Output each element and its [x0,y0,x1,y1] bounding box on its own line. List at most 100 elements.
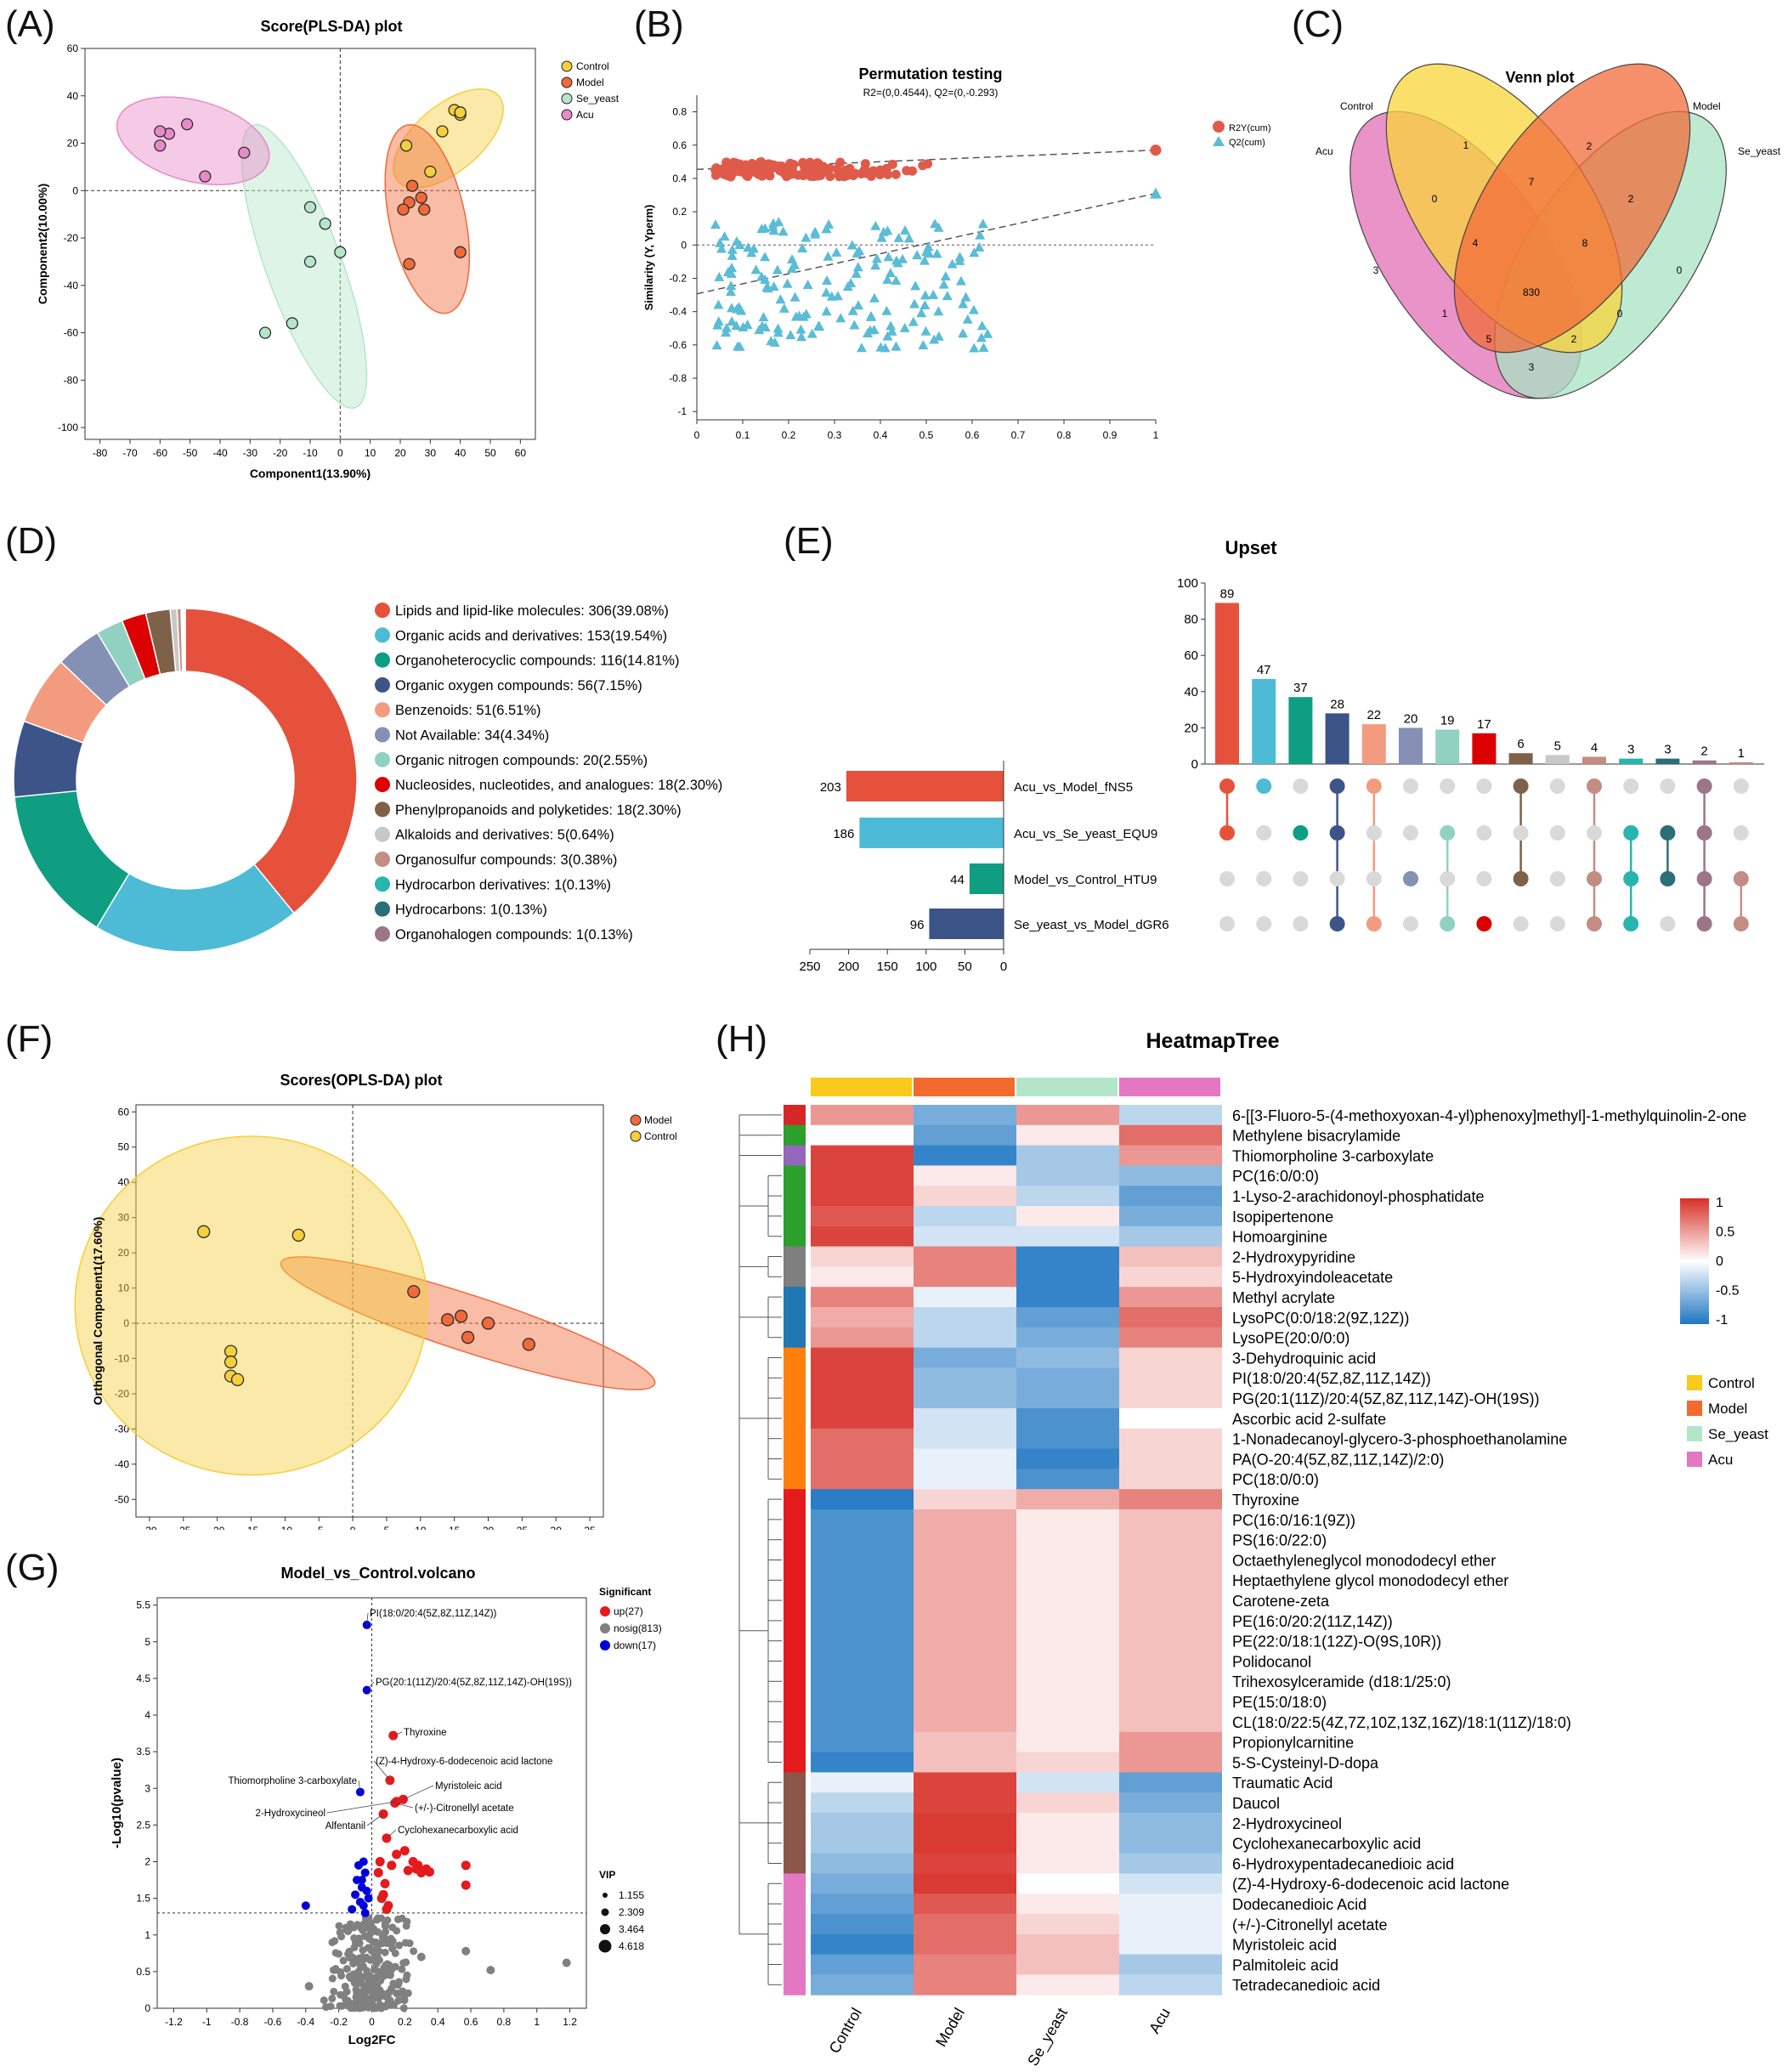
row-cluster-bar [784,1650,806,1672]
nosig-point [369,1938,377,1946]
heatmap-cell [914,1691,1016,1713]
vip-label: 1.155 [619,1889,644,1901]
intersection-value: 28 [1330,697,1344,711]
heatmap-cell [1119,1408,1222,1429]
q2-permutation-point [806,328,818,338]
chart-title: Venn plot [1506,69,1575,86]
heatmap-cell [1016,1145,1119,1166]
x-tick-label: -5 [314,1525,324,1530]
down-point [364,1894,373,1903]
q2-permutation-point [727,250,738,260]
matrix-dot [1219,871,1235,886]
row-cluster-bar [784,1933,806,1956]
y-tick-label: 20 [118,1247,130,1259]
up-point [380,1878,390,1888]
r2-actual-point [1150,144,1162,156]
heatmap-cell [1016,1448,1119,1469]
heatmap-cell [811,1287,914,1308]
matrix-dot [1587,871,1602,886]
heatmap-cell [811,1954,914,1975]
legend-marker [375,702,390,718]
q2-permutation-point [919,255,930,265]
x-tick-label: 20 [394,447,406,459]
q2-permutation-point [711,340,722,350]
row-label: Cyclohexanecarboxylic acid [1232,1836,1421,1853]
row-cluster-bar [784,1509,806,1531]
heatmap-cell [914,1549,1016,1571]
x-tick-label: -10 [303,447,318,459]
heatmap-cell [1016,1469,1119,1490]
q2-permutation-point [870,220,881,230]
down-point [357,1882,366,1892]
heatmap-cell [1119,1853,1222,1874]
row-cluster-bar [784,1469,806,1490]
q2-permutation-point [975,229,986,240]
heatmap-cell [914,1630,1016,1652]
nosig-point [401,1939,410,1947]
heatmap-cell [1119,1650,1222,1672]
heatmap-cell [811,1226,914,1248]
column-label: Control [826,2005,865,2056]
heatmap-cell [1016,1731,1119,1753]
q2-permutation-point [821,287,832,297]
annotation-label: Myristoleic acid [435,1781,502,1792]
heatmap-cell [1016,1954,1119,1975]
q2-permutation-point [789,292,801,302]
heatmap-cell [914,1408,1016,1429]
heatmap-cell [1119,1630,1222,1652]
vip-size-marker [601,1908,609,1916]
venn-region-count: 2 [1587,140,1593,152]
legend-marker [1213,136,1225,146]
legend-marker [630,1130,642,1142]
matrix-dot [1293,825,1309,841]
legend-label: Model [576,76,604,88]
heatmap-cell [914,1752,1016,1773]
row-label: Polidocanol [1232,1653,1311,1670]
nosig-point [349,1970,358,1979]
x-tick-label: 5 [384,1525,390,1530]
q2-permutation-point [769,337,780,347]
r2-permutation-point [856,168,866,178]
q2-permutation-point [892,258,903,268]
venn-region-count: 2 [1628,193,1634,205]
venn-region-count: 2 [1571,333,1577,345]
venn-region-count: 1 [1442,308,1448,320]
score-point [403,258,416,270]
heatmap-cell [914,1186,1016,1207]
legend-label: Lipids and lipid-like molecules: 306(39.… [395,603,669,619]
row-cluster-bar [784,1105,806,1126]
row-label: Thyroxine [1232,1492,1299,1509]
intersection-bar [1729,761,1753,764]
row-label: Heptaethylene glycol monododecyl ether [1232,1572,1508,1589]
heatmap-cell [811,1894,914,1915]
row-label: 2-Hydroxycineol [1232,1815,1342,1832]
heatmap-cell [1016,1287,1119,1308]
row-label: Carotene-zeta [1232,1593,1330,1610]
y-tick-label: 40 [67,90,79,102]
heatmap-cell [811,1408,914,1429]
nosig-point [376,1986,384,1995]
matrix-dot [1660,871,1676,886]
q2-permutation-point [933,306,944,316]
heatmap-cell [914,1772,1016,1793]
q2-permutation-point [909,298,920,309]
intersection-value: 3 [1664,743,1671,757]
panel-letter-d: (D) [5,520,58,562]
nosig-point [368,1996,376,2004]
row-label: 5-S-Cysteinyl-D-dopa [1232,1754,1379,1771]
q2-permutation-point [760,322,771,332]
heatmap-cell [914,1813,1016,1834]
volcano-plot: Model_vs_Control.volcano -1.2 -1 -0.8 -0.6 -0… [110,1565,662,2047]
column-label: Model [932,2005,968,2049]
legend-label: Model [644,1114,672,1126]
q2-permutation-point [772,323,784,333]
heatmap-cell [1119,1327,1222,1349]
y-tick-label: 0.4 [672,173,687,184]
y-tick-label: -30 [115,1423,130,1435]
matrix-dot [1256,778,1272,794]
annotation-leader [403,1785,434,1800]
legend-marker [375,727,390,743]
q2-permutation-point [772,264,783,275]
nosig-point [335,1922,343,1930]
y-tick-label: 0.8 [672,106,687,118]
